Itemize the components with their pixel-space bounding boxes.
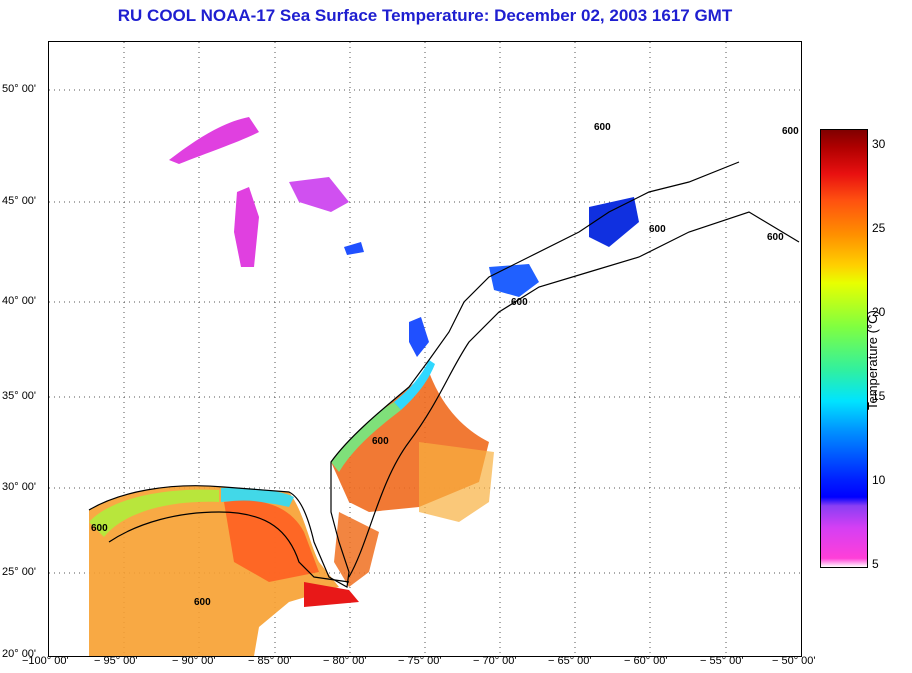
isobath-label: 600 <box>594 122 611 133</box>
lat-label-45: 45° 00' <box>2 195 37 207</box>
lon-label-75: − 75° 00' <box>398 655 442 667</box>
isobath-label: 600 <box>91 523 108 534</box>
isobath-label: 600 <box>767 232 784 243</box>
sst-map[interactable]: 600 600 600 600 600 600 600 600 <box>48 41 802 657</box>
lat-label-20: 20° 00' <box>2 648 37 660</box>
colorbar-label: Temperature (°C) <box>865 310 880 410</box>
atlantic-sst <box>331 197 639 587</box>
lon-label-50: − 50° 00' <box>772 655 816 667</box>
colorbar-tick-20: 20 <box>872 305 886 319</box>
lon-label-85: − 85° 00' <box>248 655 292 667</box>
lon-label-65: − 65° 00' <box>548 655 592 667</box>
lon-label-95: − 95° 00' <box>94 655 138 667</box>
lat-label-25: 25° 00' <box>2 566 37 578</box>
colorbar-tick-30: 30 <box>872 137 886 151</box>
lon-label-90: − 90° 00' <box>172 655 216 667</box>
lat-label-50: 50° 00' <box>2 83 37 95</box>
temperature-colorbar <box>820 129 868 568</box>
lon-label-70: − 70° 00' <box>473 655 517 667</box>
colorbar-tick-5: 5 <box>872 557 879 571</box>
isobath-label: 600 <box>372 436 389 447</box>
isobath-label: 600 <box>649 224 666 235</box>
lat-label-35: 35° 00' <box>2 390 37 402</box>
gulf-sst <box>89 485 359 656</box>
lat-label-30: 30° 00' <box>2 481 37 493</box>
isobath-label: 600 <box>511 297 528 308</box>
great-lakes-sst <box>169 117 364 267</box>
lon-label-55: − 55° 00' <box>700 655 744 667</box>
map-canvas: 600 600 600 600 600 600 600 600 <box>49 42 801 656</box>
lon-label-80: − 80° 00' <box>323 655 367 667</box>
colorbar-tick-10: 10 <box>872 473 886 487</box>
lon-label-100: −100° 00' <box>22 655 69 667</box>
map-title: RU COOL NOAA-17 Sea Surface Temperature:… <box>117 6 733 25</box>
lon-label-60: − 60° 00' <box>624 655 668 667</box>
colorbar-tick-15: 15 <box>872 389 886 403</box>
coastline <box>88 161 800 588</box>
isobath-label: 600 <box>194 597 211 608</box>
isobath-labels: 600 600 600 600 600 600 600 600 <box>91 122 799 608</box>
isobath-label: 600 <box>782 126 799 137</box>
lat-label-40: 40° 00' <box>2 295 37 307</box>
colorbar-tick-25: 25 <box>872 221 886 235</box>
